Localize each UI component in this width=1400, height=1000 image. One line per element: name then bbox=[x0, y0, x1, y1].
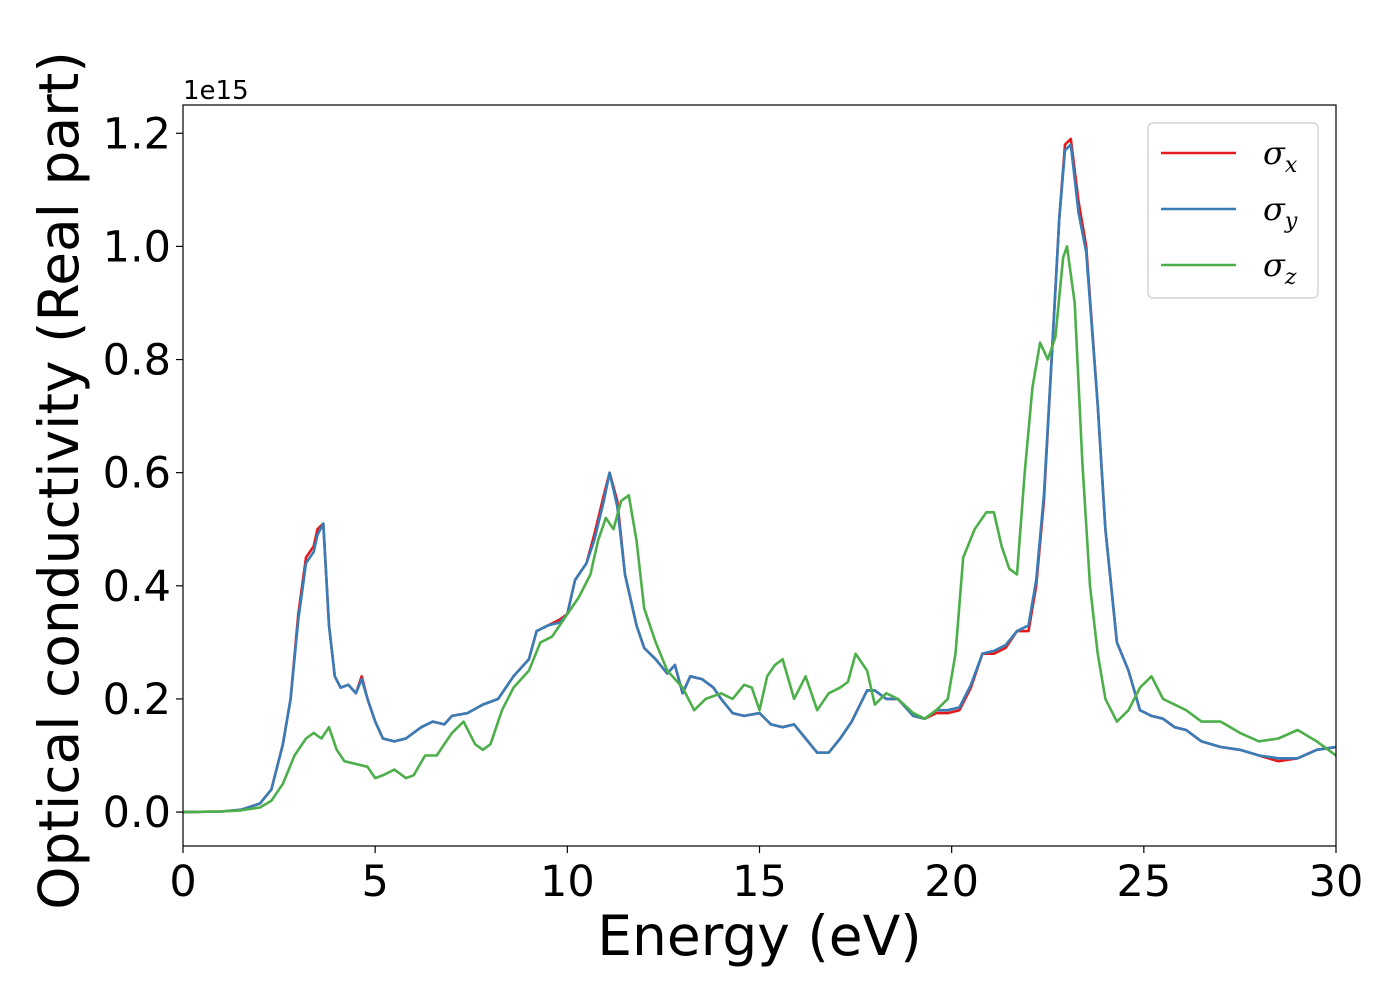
plot-area bbox=[183, 137, 1336, 814]
y-tick-label: 0.2 bbox=[103, 675, 171, 725]
y-offset-label: 1e15 bbox=[183, 76, 249, 106]
y-tick-label: 0.0 bbox=[103, 788, 171, 838]
legend-label: σz bbox=[1263, 246, 1297, 290]
x-tick-label: 25 bbox=[1116, 857, 1171, 907]
x-axis-ticks: 0 5 10 15 20 25 30 bbox=[169, 846, 1363, 907]
y-axis-ticks: 0.0 0.2 0.4 0.6 0.8 1.0 1.2 bbox=[103, 109, 183, 838]
legend-item-y: σy bbox=[1161, 190, 1298, 234]
x-tick-label: 30 bbox=[1309, 857, 1364, 907]
x-tick-label: 20 bbox=[924, 857, 979, 907]
x-tick-label: 0 bbox=[169, 857, 196, 907]
y-tick-label: 0.6 bbox=[103, 449, 171, 499]
y-tick-label: 1.0 bbox=[103, 222, 171, 272]
x-tick-label: 10 bbox=[540, 857, 595, 907]
x-axis-title: Energy (eV) bbox=[597, 904, 921, 968]
legend-label: σy bbox=[1263, 190, 1298, 234]
y-tick-label: 0.4 bbox=[103, 562, 171, 612]
legend-item-z: σz bbox=[1161, 246, 1297, 290]
x-tick-label: 5 bbox=[361, 857, 388, 907]
series-line-z bbox=[183, 245, 1336, 814]
y-axis-title: Optical conductivity (Real part) bbox=[27, 51, 91, 910]
x-tick-label: 15 bbox=[732, 857, 787, 907]
series-line-y bbox=[183, 143, 1336, 814]
y-tick-label: 0.8 bbox=[103, 336, 171, 386]
legend: σx σy σz bbox=[1147, 122, 1319, 299]
legend-item-x: σx bbox=[1161, 134, 1298, 178]
legend-label: σx bbox=[1263, 134, 1298, 178]
legend-box bbox=[1147, 122, 1319, 299]
y-tick-label: 1.2 bbox=[103, 109, 171, 159]
